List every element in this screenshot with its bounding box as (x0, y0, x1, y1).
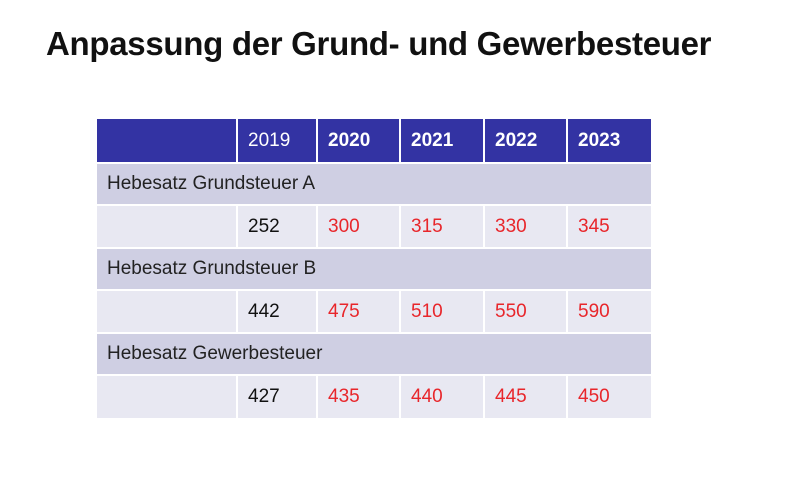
header-year-2021: 2021 (399, 119, 484, 164)
table-row: 252 300 315 330 345 (97, 205, 651, 249)
value-cell-2020: 300 (316, 205, 400, 249)
value-cell-2021: 510 (399, 290, 484, 334)
header-year-2022: 2022 (483, 119, 567, 164)
group-label-row-gewerbesteuer: Hebesatz Gewerbesteuer (97, 333, 651, 376)
value-cell-2020: 475 (316, 290, 400, 334)
group-label-row-grundsteuer-a: Hebesatz Grundsteuer A (97, 163, 651, 206)
value-cell-2021: 315 (399, 205, 484, 249)
value-cell-2019: 252 (236, 205, 317, 249)
value-cell-2021: 440 (399, 375, 484, 418)
value-cell-2020: 435 (316, 375, 400, 418)
slide-title: Anpassung der Grund- und Gewerbesteuer (46, 25, 712, 62)
value-cell-2023: 590 (566, 290, 651, 334)
empty-cell (97, 375, 237, 418)
group-label-gewerbesteuer: Hebesatz Gewerbesteuer (97, 333, 651, 376)
table-header-row: 2019 2020 2021 2022 2023 (97, 119, 651, 164)
group-label-grundsteuer-a: Hebesatz Grundsteuer A (97, 163, 651, 206)
group-label-row-grundsteuer-b: Hebesatz Grundsteuer B (97, 248, 651, 291)
header-year-2023: 2023 (566, 119, 651, 164)
group-label-grundsteuer-b: Hebesatz Grundsteuer B (97, 248, 651, 291)
value-cell-2019: 427 (236, 375, 317, 418)
tax-rate-table: 2019 2020 2021 2022 2023 Hebesatz Grunds… (97, 119, 651, 418)
empty-cell (97, 290, 237, 334)
value-cell-2023: 450 (566, 375, 651, 418)
header-year-2019: 2019 (236, 119, 317, 164)
table-row: 427 435 440 445 450 (97, 375, 651, 418)
table-row: 442 475 510 550 590 (97, 290, 651, 334)
value-cell-2022: 330 (483, 205, 567, 249)
header-corner-cell (97, 119, 237, 164)
value-cell-2022: 550 (483, 290, 567, 334)
header-year-2020: 2020 (316, 119, 400, 164)
value-cell-2019: 442 (236, 290, 317, 334)
empty-cell (97, 205, 237, 249)
value-cell-2022: 445 (483, 375, 567, 418)
value-cell-2023: 345 (566, 205, 651, 249)
